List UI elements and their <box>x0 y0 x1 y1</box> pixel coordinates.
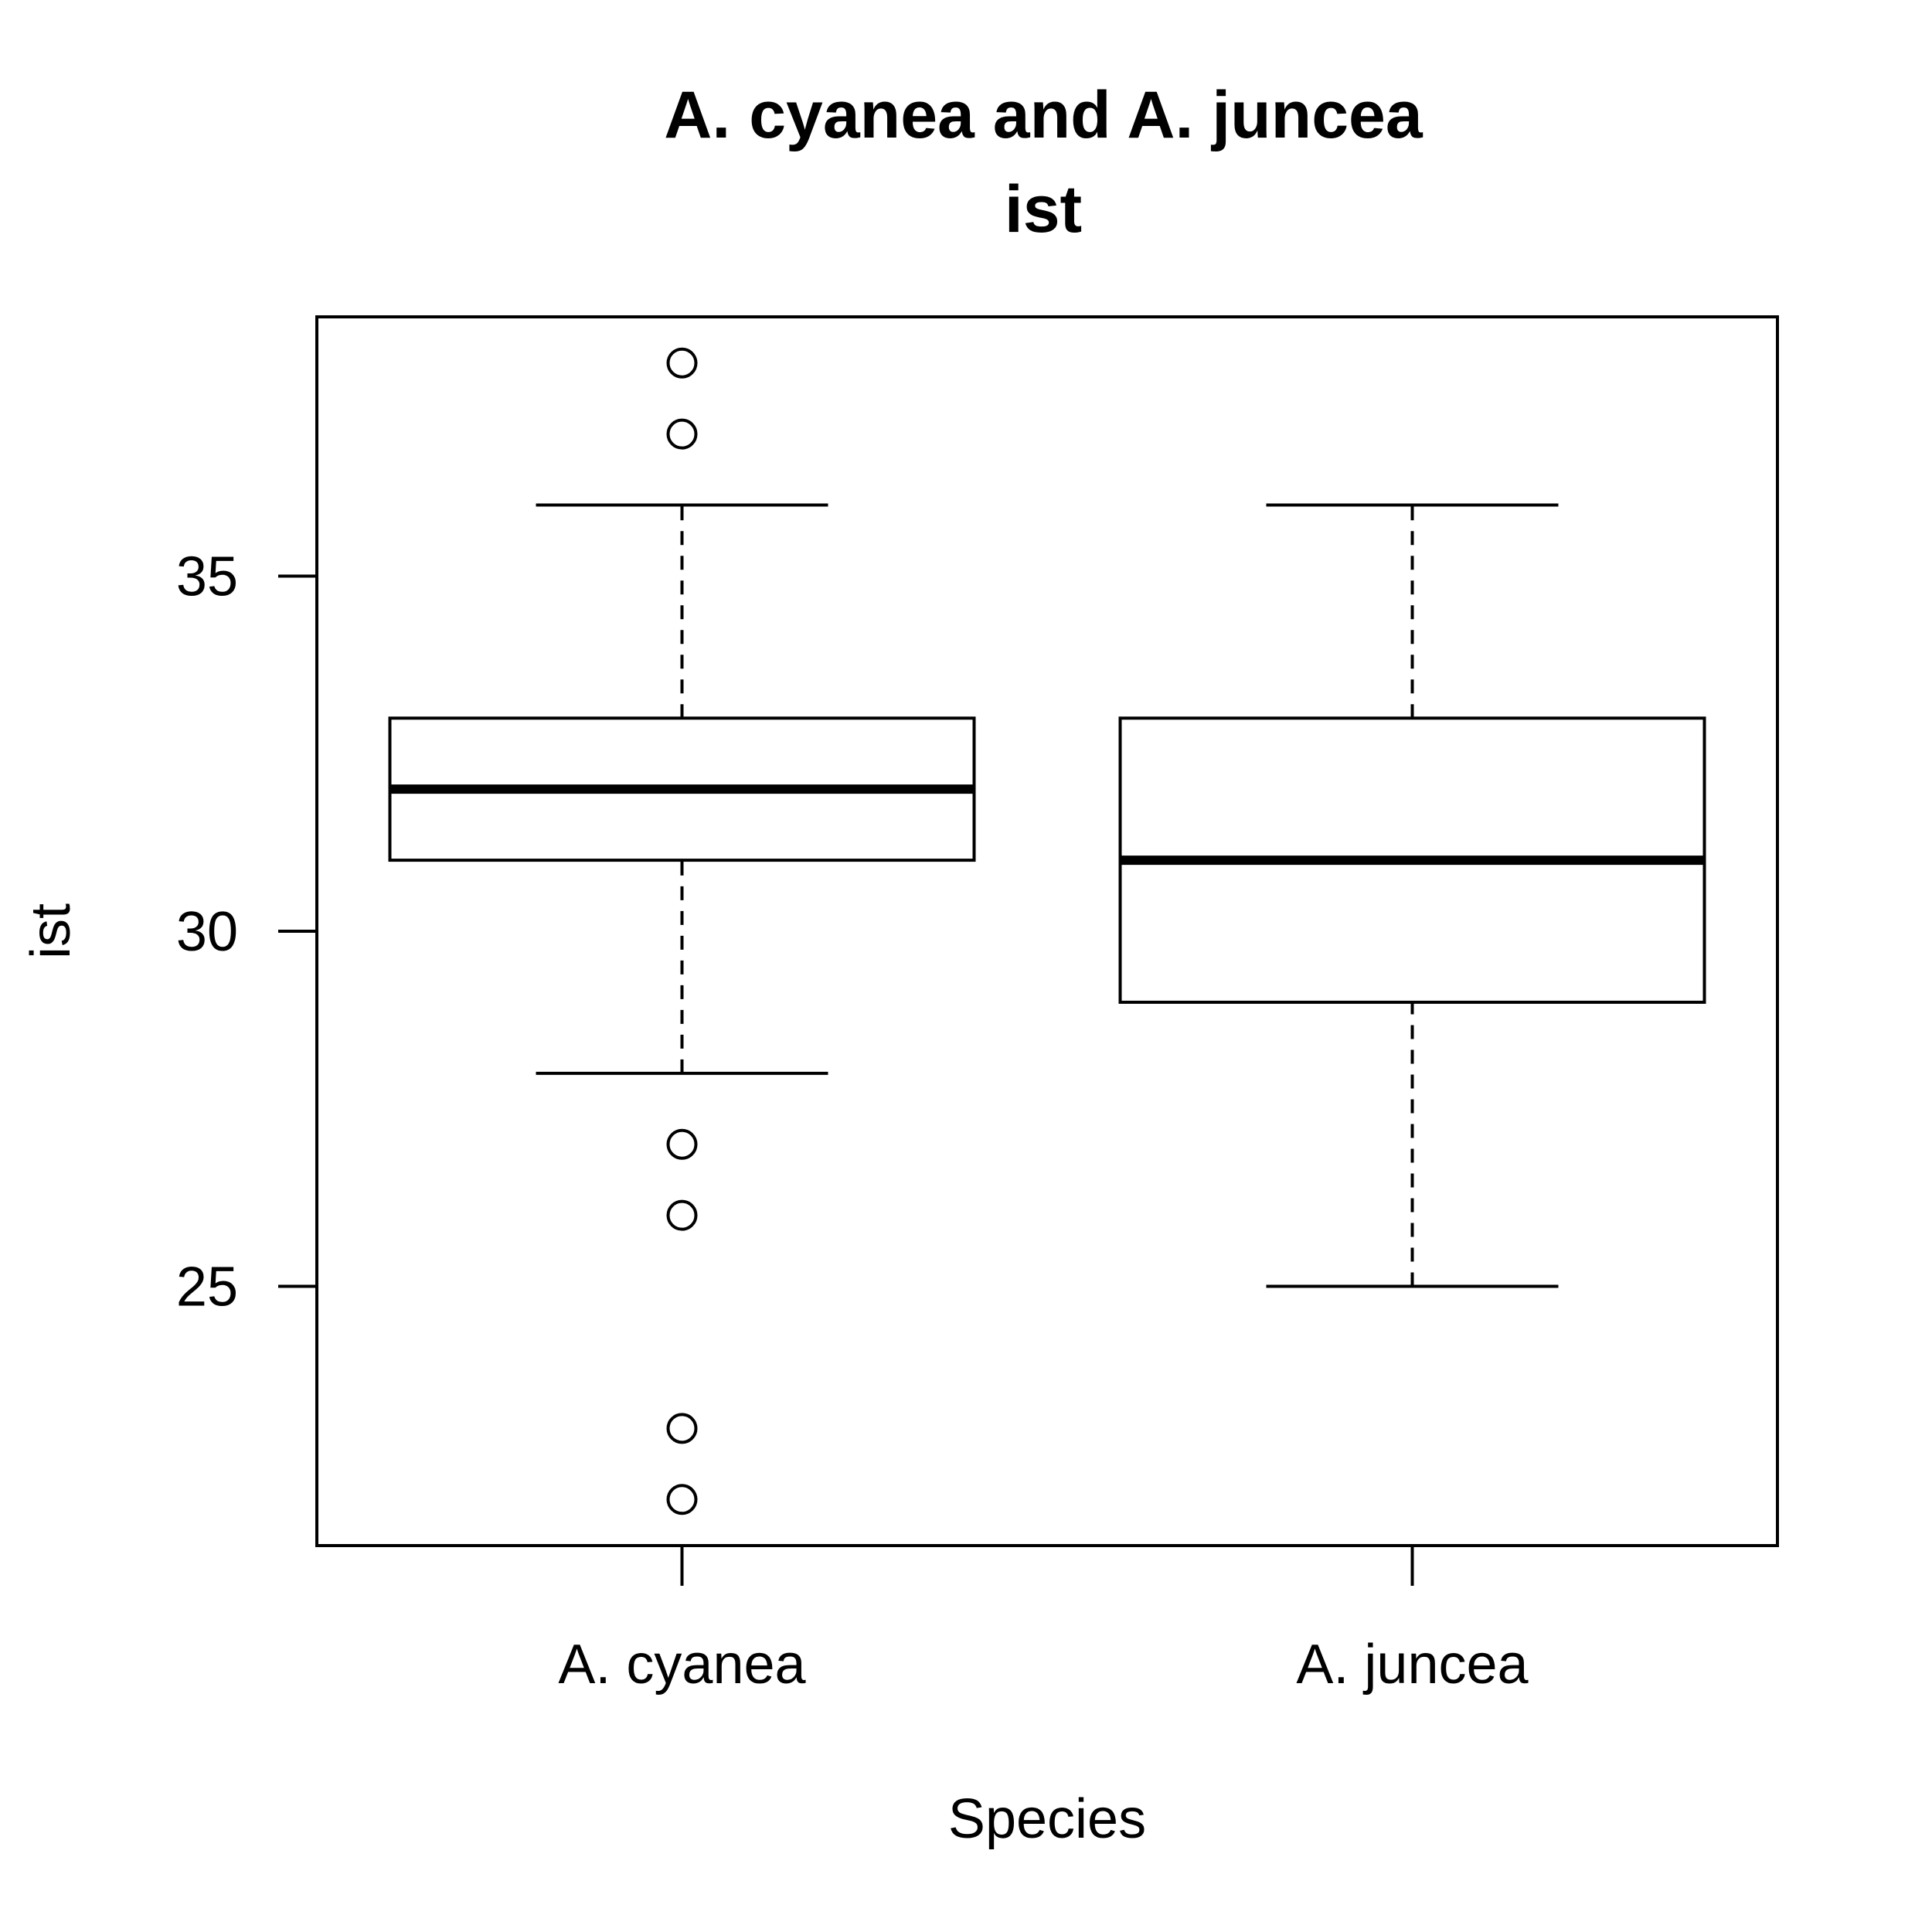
y-tick-label: 30 <box>176 901 238 963</box>
outlier-point <box>666 347 698 379</box>
outlier-point <box>666 1413 698 1444</box>
x-axis: A. cyanea A. juncea <box>558 1546 1529 1696</box>
y-axis-label: ist <box>20 903 82 959</box>
chart-title: A. cyanea and A. juncea <box>664 78 1423 152</box>
x-axis-label: Species <box>948 1788 1146 1850</box>
outlier-point <box>666 1484 698 1515</box>
x-tick-label: A. cyanea <box>558 1634 806 1696</box>
outlier-point <box>666 1199 698 1231</box>
chart-subtitle: ist <box>1005 172 1082 247</box>
box-group-a-cyanea <box>388 347 976 1515</box>
y-tick-label: 25 <box>176 1257 238 1318</box>
chart-marks <box>388 347 1706 1515</box>
box-group-a-juncea <box>1118 503 1706 1288</box>
outlier-point <box>666 1128 698 1160</box>
x-tick-label: A. juncea <box>1296 1634 1529 1696</box>
y-axis: 25 30 35 <box>176 546 317 1318</box>
outlier-point <box>666 418 698 450</box>
y-tick-label: 35 <box>176 546 238 607</box>
